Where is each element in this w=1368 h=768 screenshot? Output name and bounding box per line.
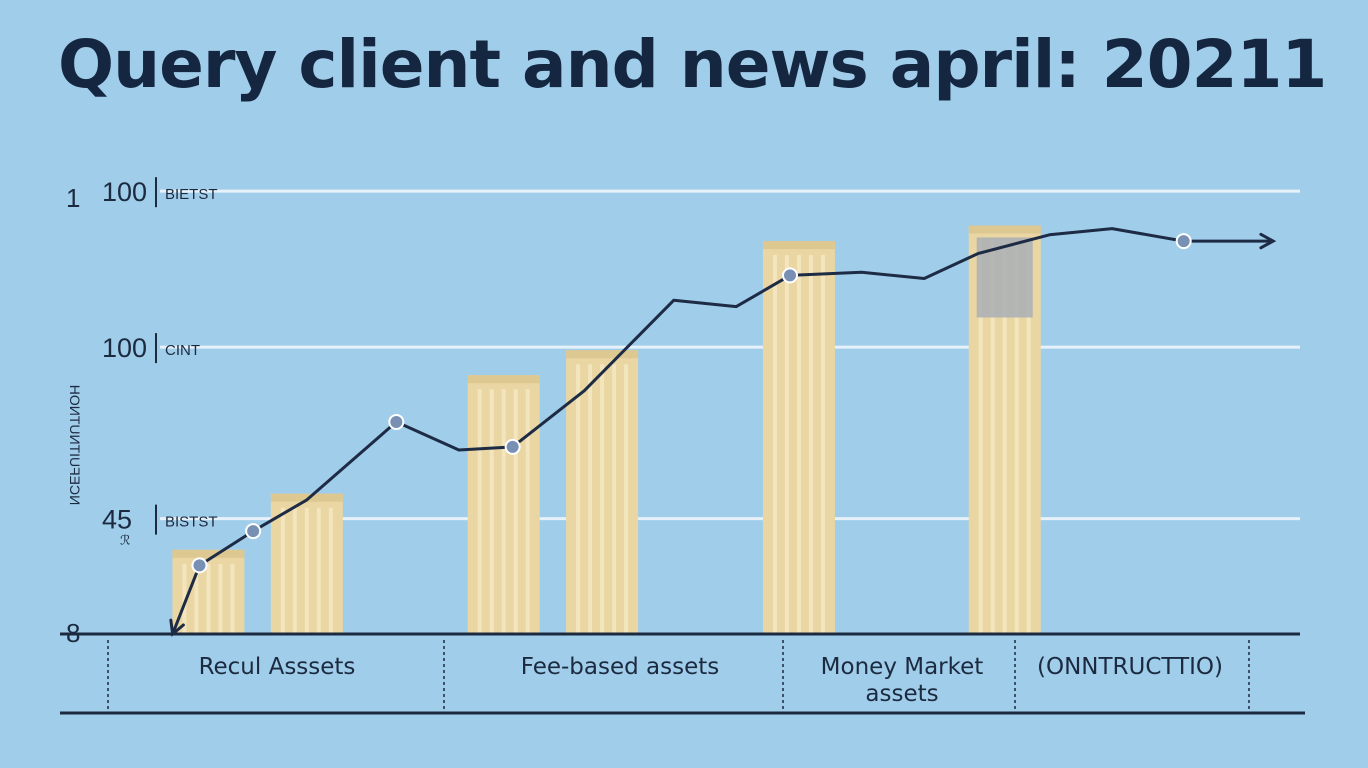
line-marker [191, 557, 208, 574]
line-layer [169, 227, 1277, 637]
bar-stripe [612, 364, 617, 634]
y-tick-tag: BIETST [165, 186, 218, 203]
bar-stripe [1002, 239, 1007, 634]
bar [270, 493, 343, 634]
bar-stripe [280, 507, 285, 634]
bar-stripe [588, 364, 593, 634]
y-tick-tag: BISTST [165, 514, 218, 531]
bar-stripe [600, 364, 605, 634]
y-tick-label: 100 [102, 333, 147, 363]
bar-stripe [182, 563, 187, 634]
bar [762, 241, 835, 634]
y-tick-label: 45 [102, 505, 132, 535]
bar-stripe [576, 364, 581, 634]
bar-cap [566, 350, 639, 359]
bar [172, 549, 245, 634]
bar-stripe [292, 507, 297, 634]
category-label: Recul Asssets [199, 654, 356, 680]
bar-stripe [304, 507, 309, 634]
bar-stripe [525, 389, 530, 634]
trend-line [171, 227, 1274, 635]
category-label: Money Market assets [821, 654, 984, 707]
bar-stripe [796, 255, 801, 634]
line-marker [1175, 233, 1192, 250]
bar-stripe [206, 563, 211, 634]
bar-layer [172, 225, 1041, 634]
bar-stripe [820, 255, 825, 634]
y-tick-extra: ℛ [120, 533, 130, 548]
y-axis-label: NCEFUITNUTNOH [67, 385, 83, 506]
axis-layer [60, 177, 1305, 715]
line-marker [245, 523, 262, 540]
category-label: (ONNTRUCTTIO) [1037, 654, 1223, 680]
bar-stripe [978, 239, 983, 634]
trend-arrow-start [169, 618, 185, 637]
bar-stripe [477, 389, 482, 634]
bar-stripe [1014, 239, 1019, 634]
bar-stripe [230, 563, 235, 634]
y-tick-tag: CINT [165, 342, 200, 359]
bar [467, 375, 540, 634]
bar-stripe [194, 563, 199, 634]
bar-stripe [489, 389, 494, 634]
grid-layer [160, 189, 1300, 521]
bar-cap [467, 375, 540, 384]
bar-cap [762, 241, 835, 250]
bar-stripe [772, 255, 777, 634]
y-tick-extra: 1 [66, 183, 80, 213]
bar-stripe [328, 507, 333, 634]
highlight-box [976, 237, 1033, 318]
bar-stripe [501, 389, 506, 634]
bar-stripe [218, 563, 223, 634]
bar-stripe [316, 507, 321, 634]
line-marker [388, 413, 405, 430]
y-tick-label: 100 [102, 177, 147, 207]
line-marker [504, 438, 521, 455]
label-layer: 45 BISTST ℛ 100 CINT 100 BIETST 1 8 NCEFUITNUTNOH… [66, 177, 1223, 707]
y-bottom-label: 8 [66, 618, 80, 648]
bar-stripe [624, 364, 629, 634]
trend-arrow-end [1259, 232, 1277, 250]
bar-cap [270, 493, 343, 502]
bar-stripe [784, 255, 789, 634]
line-marker [782, 267, 798, 284]
category-label: Fee-based assets [521, 654, 720, 680]
bar-cap [172, 549, 245, 558]
bar-cap [968, 225, 1041, 234]
bar-stripe [808, 255, 813, 634]
bar-stripe [513, 389, 518, 634]
bar [566, 350, 639, 634]
chart-title: Query client and news april: 20211 [58, 26, 1327, 103]
bar-stripe [990, 239, 995, 634]
bar-stripe [1026, 239, 1031, 634]
